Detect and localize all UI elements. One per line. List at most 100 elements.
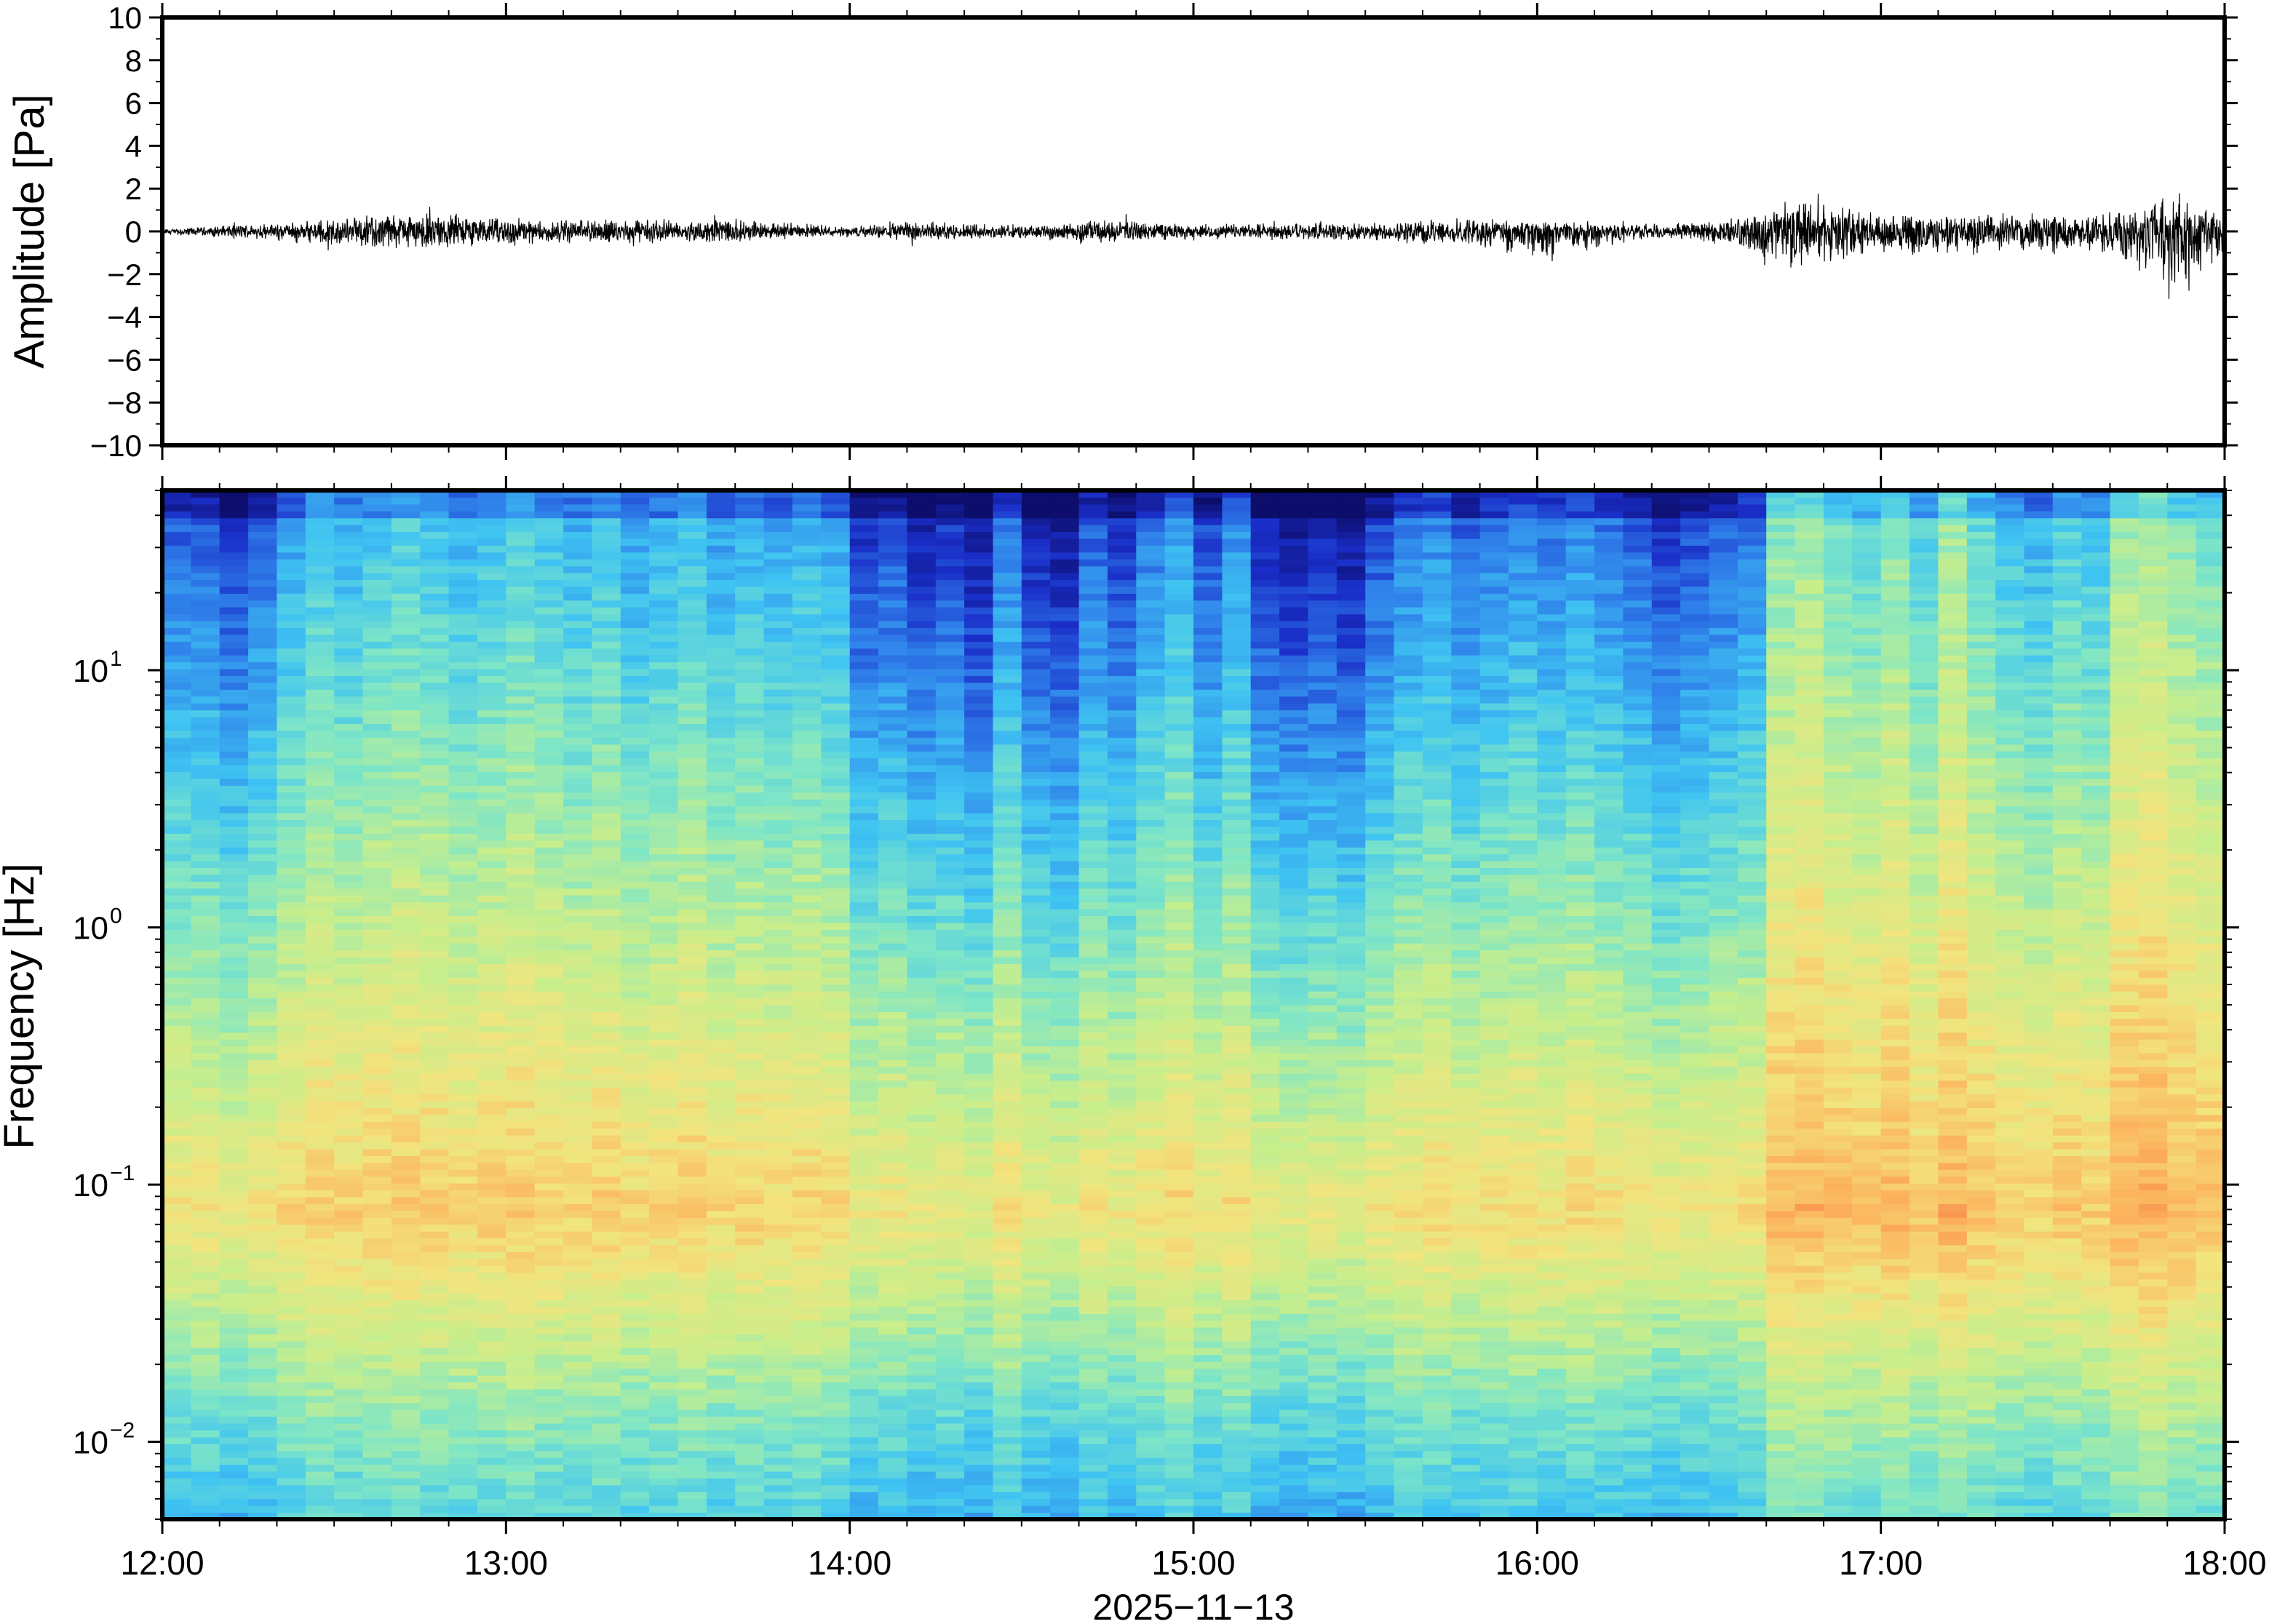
- spectrogram-cell: [191, 1505, 220, 1513]
- spectrogram-cell: [1050, 936, 1080, 944]
- spectrogram-cell: [964, 661, 994, 669]
- spectrogram-cell: [649, 1512, 679, 1520]
- spectrogram-cell: [191, 517, 220, 525]
- spectrogram-cell: [821, 497, 851, 505]
- spectrogram-cell: [506, 1396, 536, 1404]
- spectrogram-cell: [391, 1348, 421, 1356]
- spectrogram-cell: [534, 1292, 564, 1300]
- spectrogram-cell: [477, 1114, 506, 1122]
- spectrogram-cell: [248, 573, 278, 581]
- spectrogram-cell: [362, 861, 392, 868]
- spectrogram-cell: [248, 991, 278, 999]
- spectrogram-cell: [162, 627, 191, 635]
- spectrogram-cell: [592, 1176, 621, 1184]
- spectrogram-cell: [248, 1039, 278, 1047]
- spectrogram-cell: [420, 778, 450, 786]
- spectrogram-cell: [391, 565, 421, 573]
- spectrogram-cell: [477, 943, 506, 951]
- spectrogram-cell: [162, 1114, 191, 1122]
- spectrogram-cell: [362, 785, 392, 793]
- spectrogram-cell: [219, 867, 249, 875]
- spectrogram-cell: [162, 1251, 191, 1259]
- spectrogram-cell: [1050, 1046, 1080, 1054]
- spectrogram-cell: [362, 970, 392, 978]
- spectrogram-cell: [420, 826, 450, 834]
- spectrogram-cell: [277, 1416, 306, 1424]
- spectrogram-cell: [362, 1025, 392, 1033]
- spectrogram-cell: [506, 1162, 536, 1170]
- spectrogram-cell: [334, 957, 364, 964]
- spectrogram-cell: [477, 1478, 506, 1486]
- spectrogram-cell: [563, 1450, 593, 1458]
- spectrogram-cell: [420, 1169, 450, 1177]
- spectrogram-cell: [792, 1464, 822, 1472]
- spectrogram-cell: [534, 648, 564, 656]
- spectrogram-cell: [907, 1478, 937, 1486]
- spectrogram-cell: [248, 1231, 278, 1239]
- spectrogram-cell: [907, 1286, 937, 1294]
- spectrogram-cell: [563, 497, 593, 505]
- spectrogram-cell: [649, 799, 679, 807]
- spectrogram-cell: [477, 730, 506, 738]
- spectrogram-cell: [735, 1423, 765, 1430]
- spectrogram-cell: [477, 503, 506, 512]
- spectrogram-cell: [964, 1217, 994, 1225]
- spectrogram-cell: [448, 943, 478, 951]
- spectrogram-cell: [993, 517, 1022, 525]
- spectrogram-cell: [878, 1402, 907, 1410]
- spectrogram-cell: [993, 1265, 1022, 1273]
- spectrogram-cell: [162, 805, 191, 813]
- spectrogram-cell: [448, 1484, 478, 1492]
- spectrogram-cell: [534, 517, 564, 525]
- spectrogram-cell: [420, 1320, 450, 1328]
- spectrogram-cell: [706, 1471, 736, 1478]
- spectrogram-cell: [907, 1155, 937, 1163]
- spectrogram-cell: [219, 970, 249, 978]
- spectrogram-cell: [506, 1423, 536, 1430]
- spectrogram-cell: [362, 1354, 392, 1362]
- spectrogram-cell: [334, 805, 364, 813]
- spectrogram-cell: [735, 874, 765, 882]
- spectrogram-cell: [620, 1299, 650, 1307]
- spectrogram-cell: [993, 634, 1022, 642]
- spectrogram-cell: [993, 785, 1022, 793]
- spectrogram-cell: [277, 1210, 306, 1218]
- spectrogram-cell: [448, 840, 478, 848]
- spectrogram-cell: [706, 503, 736, 512]
- spectrogram-cell: [821, 1121, 851, 1129]
- spectrogram-cell: [735, 1053, 765, 1060]
- spectrogram-cell: [248, 1272, 278, 1280]
- spectrogram-cell: [792, 1183, 822, 1191]
- spectrogram-cell: [907, 627, 937, 635]
- spectrogram-cell: [993, 1484, 1022, 1492]
- spectrogram-cell: [334, 545, 364, 553]
- spectrogram-cell: [1021, 1080, 1051, 1088]
- spectrogram-cell: [477, 819, 506, 827]
- spectrogram-cell: [162, 957, 191, 964]
- spectrogram-cell: [563, 1396, 593, 1404]
- spectrogram-cell: [448, 579, 478, 587]
- spectrogram-cell: [592, 1224, 621, 1232]
- spectrogram-cell: [706, 1348, 736, 1356]
- spectrogram-cell: [563, 929, 593, 937]
- spectrogram-cell: [592, 503, 621, 512]
- spectrogram-cell: [1021, 1032, 1051, 1040]
- spectrogram-cell: [1021, 1436, 1051, 1444]
- spectrogram-cell: [677, 1306, 707, 1314]
- spectrogram-cell: [849, 1505, 879, 1513]
- spectrogram-cell: [563, 970, 593, 978]
- spectrogram-cell: [821, 682, 851, 690]
- spectrogram-cell: [162, 771, 191, 779]
- spectrogram-cell: [706, 1039, 736, 1047]
- spectrogram-cell: [763, 1183, 793, 1191]
- spectrogram-cell: [677, 497, 707, 505]
- spectrogram-cell: [1050, 1231, 1080, 1239]
- spectrogram-cell: [162, 853, 191, 861]
- spectrogram-cell: [677, 792, 707, 800]
- spectrogram-cell: [448, 744, 478, 752]
- spectrogram-cell: [763, 778, 793, 786]
- spectrogram-cell: [477, 1039, 506, 1047]
- spectrogram-cell: [706, 1018, 736, 1026]
- spectrogram-cell: [305, 977, 335, 985]
